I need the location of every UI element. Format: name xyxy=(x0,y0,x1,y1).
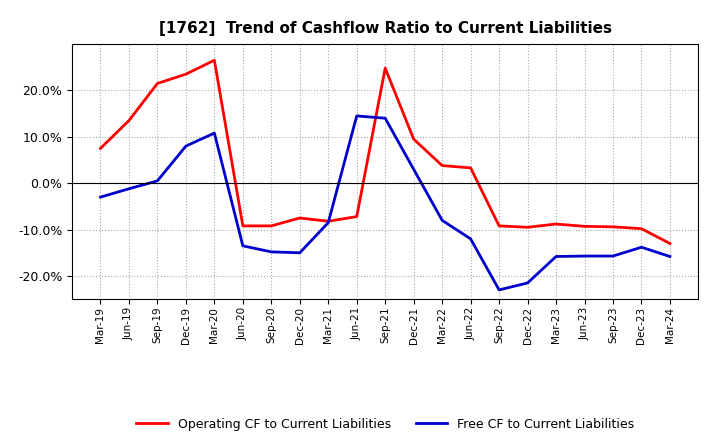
Free CF to Current Liabilities xyxy=(552,254,560,259)
Operating CF to Current Liabilities xyxy=(324,219,333,224)
Free CF to Current Liabilities xyxy=(324,220,333,225)
Operating CF to Current Liabilities xyxy=(153,81,162,86)
Operating CF to Current Liabilities xyxy=(438,163,446,168)
Operating CF to Current Liabilities xyxy=(125,118,133,123)
Free CF to Current Liabilities xyxy=(410,167,418,172)
Free CF to Current Liabilities xyxy=(352,113,361,118)
Line: Operating CF to Current Liabilities: Operating CF to Current Liabilities xyxy=(101,60,670,243)
Free CF to Current Liabilities xyxy=(267,249,276,254)
Operating CF to Current Liabilities xyxy=(467,165,475,171)
Free CF to Current Liabilities xyxy=(438,218,446,223)
Operating CF to Current Liabilities xyxy=(665,241,674,246)
Operating CF to Current Liabilities xyxy=(181,72,190,77)
Operating CF to Current Liabilities xyxy=(410,136,418,142)
Free CF to Current Liabilities xyxy=(381,116,390,121)
Free CF to Current Liabilities xyxy=(153,178,162,183)
Free CF to Current Liabilities xyxy=(467,236,475,242)
Operating CF to Current Liabilities xyxy=(295,215,304,220)
Free CF to Current Liabilities xyxy=(580,253,589,259)
Operating CF to Current Liabilities xyxy=(267,223,276,228)
Operating CF to Current Liabilities xyxy=(523,225,532,230)
Free CF to Current Liabilities xyxy=(523,280,532,286)
Free CF to Current Liabilities xyxy=(125,186,133,191)
Free CF to Current Liabilities xyxy=(608,253,617,259)
Operating CF to Current Liabilities xyxy=(495,223,503,228)
Operating CF to Current Liabilities xyxy=(580,224,589,229)
Operating CF to Current Liabilities xyxy=(238,223,247,228)
Free CF to Current Liabilities xyxy=(210,130,219,136)
Operating CF to Current Liabilities xyxy=(96,146,105,151)
Free CF to Current Liabilities xyxy=(665,254,674,259)
Free CF to Current Liabilities xyxy=(96,194,105,200)
Operating CF to Current Liabilities xyxy=(552,221,560,227)
Free CF to Current Liabilities xyxy=(238,243,247,249)
Free CF to Current Liabilities xyxy=(295,250,304,256)
Free CF to Current Liabilities xyxy=(495,287,503,293)
Free CF to Current Liabilities xyxy=(181,143,190,149)
Legend: Operating CF to Current Liabilities, Free CF to Current Liabilities: Operating CF to Current Liabilities, Fre… xyxy=(131,413,639,436)
Operating CF to Current Liabilities xyxy=(608,224,617,229)
Free CF to Current Liabilities xyxy=(637,245,646,250)
Line: Free CF to Current Liabilities: Free CF to Current Liabilities xyxy=(101,116,670,290)
Operating CF to Current Liabilities xyxy=(381,66,390,71)
Operating CF to Current Liabilities xyxy=(637,226,646,231)
Operating CF to Current Liabilities xyxy=(210,58,219,63)
Operating CF to Current Liabilities xyxy=(352,214,361,219)
Title: [1762]  Trend of Cashflow Ratio to Current Liabilities: [1762] Trend of Cashflow Ratio to Curren… xyxy=(158,21,612,36)
